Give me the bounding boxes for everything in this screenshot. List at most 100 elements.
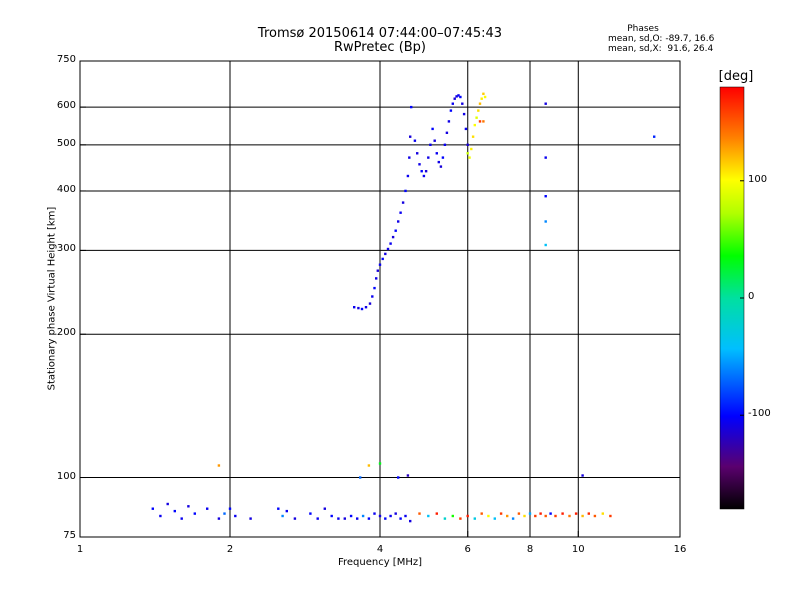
data-point (408, 156, 411, 159)
data-point (459, 517, 462, 520)
data-point (461, 102, 464, 105)
data-point (361, 514, 365, 518)
data-point (359, 476, 362, 479)
data-point (404, 514, 407, 518)
data-point (445, 131, 449, 134)
data-point (427, 156, 430, 159)
colorbar-tick-label: 0 (748, 291, 755, 302)
data-point (480, 97, 483, 100)
data-point (397, 476, 400, 479)
data-point (473, 517, 476, 520)
data-point (375, 277, 378, 280)
data-point (466, 514, 469, 518)
data-point (360, 307, 364, 311)
data-point (373, 286, 376, 290)
data-point (483, 95, 487, 99)
data-point (435, 152, 438, 155)
data-point (427, 514, 430, 518)
data-point (206, 507, 209, 510)
data-point (397, 220, 400, 223)
data-point (394, 229, 397, 232)
data-point (482, 120, 485, 123)
data-point (435, 512, 438, 515)
data-point (470, 147, 473, 151)
x-tick-label: 6 (464, 544, 471, 555)
data-point (323, 507, 326, 510)
data-point (193, 512, 196, 515)
chart-subtitle: RwPretec (Bp) (333, 40, 427, 55)
phases-stats-x-mode: mean, sd,X: 91.6, 26.4 (608, 44, 714, 54)
data-point (477, 109, 480, 112)
data-point (466, 143, 469, 146)
phases-stats-title: Phases (627, 24, 659, 34)
data-point (234, 514, 237, 518)
data-point (381, 257, 384, 261)
y-axis-label: Stationary phase Virtual Height [km] (46, 206, 58, 391)
data-point (378, 514, 382, 518)
colorbar-title: [deg] (718, 69, 754, 84)
data-point (401, 201, 405, 204)
data-point (217, 464, 221, 467)
data-point (389, 514, 392, 518)
data-point (187, 505, 190, 508)
data-point (409, 135, 412, 138)
data-point (581, 514, 584, 518)
data-point (439, 165, 443, 168)
colorbar-tick-label: 100 (748, 173, 768, 185)
data-point (451, 102, 454, 105)
y-tick-label: 750 (56, 54, 76, 65)
data-point (431, 127, 434, 131)
data-point (506, 514, 509, 518)
data-point (544, 156, 547, 159)
y-tick-label: 400 (56, 183, 76, 195)
data-point (480, 512, 483, 515)
data-point (482, 92, 485, 95)
data-point (378, 263, 382, 266)
data-point (389, 242, 392, 245)
chart-title: Tromsø 20150614 07:44:00–07:45:43 (257, 26, 503, 41)
data-point (399, 517, 402, 520)
data-point (373, 512, 376, 515)
data-point (487, 514, 490, 518)
data-point (416, 152, 419, 155)
data-point (601, 512, 604, 515)
colorbar-ticks (740, 180, 744, 416)
data-point (523, 514, 526, 518)
data-point (464, 127, 468, 131)
data-point (309, 512, 312, 515)
data-point (609, 514, 612, 518)
data-point (554, 514, 557, 518)
data-point (378, 462, 382, 465)
data-point (368, 302, 372, 305)
data-point (517, 512, 521, 515)
data-points (151, 92, 656, 523)
data-point (441, 156, 445, 159)
data-point (468, 156, 471, 159)
data-point (422, 174, 426, 178)
data-point (409, 519, 412, 523)
data-point (173, 509, 176, 513)
data-point (406, 174, 410, 178)
data-point (466, 152, 469, 155)
data-point (277, 507, 280, 510)
data-point (376, 269, 379, 272)
data-point (544, 220, 547, 223)
data-point (281, 514, 284, 518)
data-point (293, 517, 297, 520)
data-point (364, 306, 368, 309)
data-point (493, 517, 496, 520)
data-point (394, 512, 397, 515)
data-point (544, 514, 547, 518)
phases-stats-o-mode: mean, sd,O: -89.7, 16.6 (608, 34, 715, 44)
data-point (581, 474, 584, 477)
data-point (511, 517, 515, 520)
data-point (433, 139, 436, 142)
colorbar-tick-label: -100 (748, 408, 771, 420)
data-point (180, 517, 183, 520)
data-point (429, 143, 432, 146)
data-point (343, 517, 346, 520)
data-point (413, 139, 417, 142)
data-point (568, 514, 571, 518)
data-point (574, 512, 578, 515)
